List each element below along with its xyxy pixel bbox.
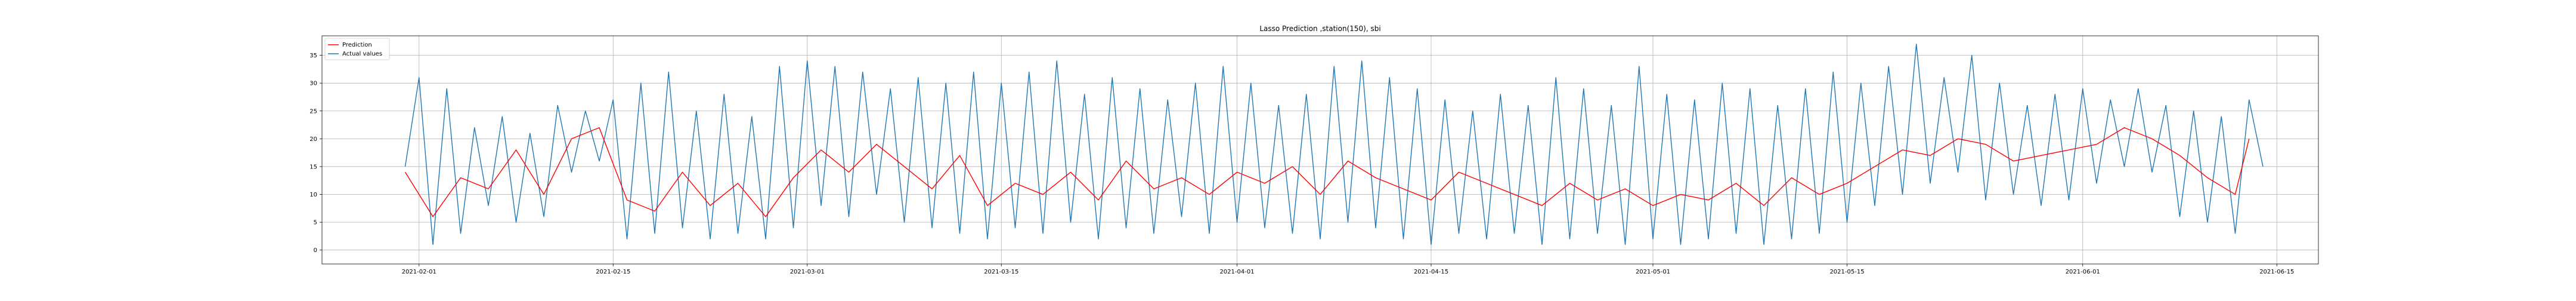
x-tick-label-3: 2021-03-15 xyxy=(984,269,1018,275)
y-tick-label-35: 35 xyxy=(309,53,317,59)
x-tick-label-9: 2021-06-15 xyxy=(2259,269,2294,275)
y-tick-label-15: 15 xyxy=(309,164,317,170)
legend-label-prediction: Prediction xyxy=(342,42,372,48)
y-tick-label-20: 20 xyxy=(309,136,317,143)
x-tick-label-5: 2021-04-15 xyxy=(1414,269,1448,275)
x-tick-label-6: 2021-05-01 xyxy=(1636,269,1670,275)
x-tick-label-2: 2021-03-01 xyxy=(790,269,825,275)
legend-label-actual-values: Actual values xyxy=(342,51,382,57)
plot-frame xyxy=(321,35,2319,265)
y-tick-label-10: 10 xyxy=(309,192,317,198)
series-line-actual-values xyxy=(404,44,2264,245)
chart-title: Lasso Prediction ,station(150), sbi xyxy=(1259,24,1380,33)
legend-box xyxy=(324,38,390,60)
legend: Prediction Actual values xyxy=(324,38,390,60)
x-tick-label-8: 2021-06-01 xyxy=(2066,269,2100,275)
x-tick-label-7: 2021-05-15 xyxy=(1829,269,1864,275)
grid-layer xyxy=(322,36,2318,264)
y-tick-label-0: 0 xyxy=(314,247,317,254)
y-tick-label-5: 5 xyxy=(314,220,317,226)
series-line-prediction xyxy=(404,127,2250,217)
series-layer xyxy=(404,44,2264,245)
tick-layer: 0 5 10 15 20 25 30 35 2021-02-01 2021-02-15 2021-0… xyxy=(309,53,2294,275)
x-tick-label-4: 2021-04-01 xyxy=(1219,269,1254,275)
y-tick-label-30: 30 xyxy=(309,81,317,87)
y-tick-label-25: 25 xyxy=(309,108,317,115)
x-tick-label-1: 2021-02-15 xyxy=(596,269,630,275)
x-tick-label-0: 2021-02-01 xyxy=(402,269,436,275)
